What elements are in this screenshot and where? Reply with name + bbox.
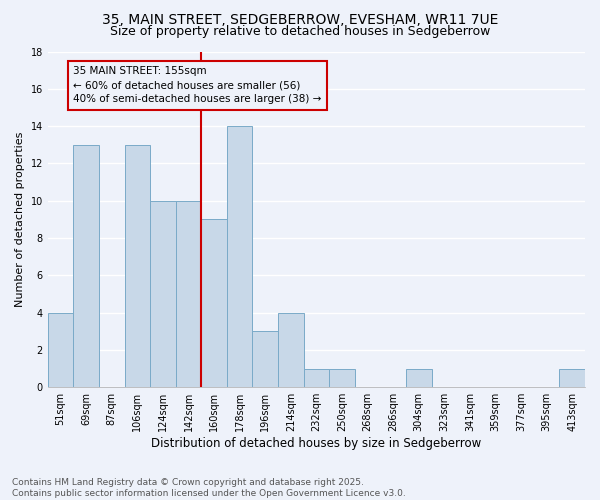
Text: Size of property relative to detached houses in Sedgeberrow: Size of property relative to detached ho… (110, 25, 490, 38)
Bar (278, 312, 304, 387)
Bar (406, 368, 431, 387)
Text: Contains HM Land Registry data © Crown copyright and database right 2025.
Contai: Contains HM Land Registry data © Crown c… (12, 478, 406, 498)
Y-axis label: Number of detached properties: Number of detached properties (15, 132, 25, 307)
X-axis label: Distribution of detached houses by size in Sedgeberrow: Distribution of detached houses by size … (151, 437, 482, 450)
Bar (73, 145, 99, 387)
Bar (227, 126, 253, 387)
Text: 35, MAIN STREET, SEDGEBERROW, EVESHAM, WR11 7UE: 35, MAIN STREET, SEDGEBERROW, EVESHAM, W… (102, 12, 498, 26)
Bar (201, 220, 227, 387)
Bar (48, 312, 73, 387)
Bar (304, 368, 329, 387)
Bar (125, 145, 150, 387)
Bar (253, 332, 278, 387)
Text: 35 MAIN STREET: 155sqm
← 60% of detached houses are smaller (56)
40% of semi-det: 35 MAIN STREET: 155sqm ← 60% of detached… (73, 66, 322, 104)
Bar (150, 200, 176, 387)
Bar (559, 368, 585, 387)
Bar (176, 200, 201, 387)
Bar (329, 368, 355, 387)
